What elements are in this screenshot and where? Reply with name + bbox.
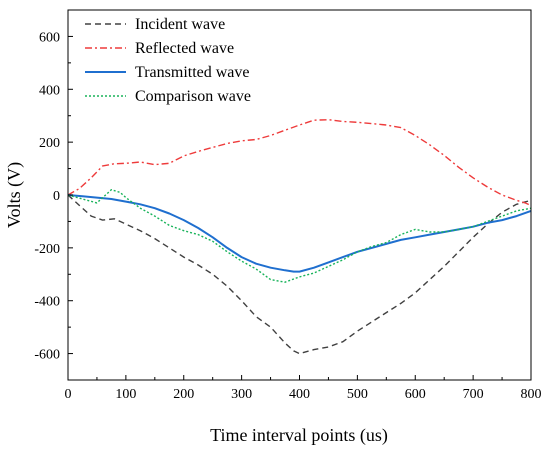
x-tick-label: 0 (65, 387, 72, 402)
y-tick-label: 200 (39, 136, 60, 151)
series-layer (67, 119, 532, 355)
x-tick-label: 800 (521, 387, 542, 402)
series-line-1 (67, 194, 532, 355)
x-tick-label: 100 (115, 387, 136, 402)
y-axis: -600 -400 -200 0 200 400 600 (34, 9, 73, 381)
x-tick-label: 400 (289, 387, 310, 402)
x-axis-title: Time interval points (us) (210, 425, 388, 446)
series-line-2 (67, 119, 532, 207)
y-tick-label: -200 (34, 242, 60, 257)
x-tick-label: 200 (173, 387, 194, 402)
x-tick-label: 600 (405, 387, 426, 402)
y-tick-label: 400 (39, 83, 60, 98)
x-tick-label: 300 (231, 387, 252, 402)
series-line-4 (67, 189, 532, 283)
legend-label-1: Incident wave (135, 16, 225, 33)
x-tick-label: 500 (347, 387, 368, 402)
legend-label-4: Comparison wave (135, 88, 251, 105)
x-axis: 0 100 200 300 400 500 600 700 800 (65, 375, 542, 402)
y-axis-title: Volts (V) (4, 162, 25, 228)
x-tick-label: 700 (463, 387, 484, 402)
legend-label-2: Reflected wave (135, 40, 234, 57)
legend-label-3: Transmitted wave (135, 64, 250, 81)
y-tick-label: -600 (34, 348, 60, 363)
y-tick-label: -400 (34, 295, 60, 310)
legend: Incident wave Reflected wave Transmitted w… (85, 16, 251, 105)
y-tick-label: 600 (39, 30, 60, 45)
series-line-3 (67, 194, 532, 273)
y-tick-label: 0 (53, 189, 60, 204)
